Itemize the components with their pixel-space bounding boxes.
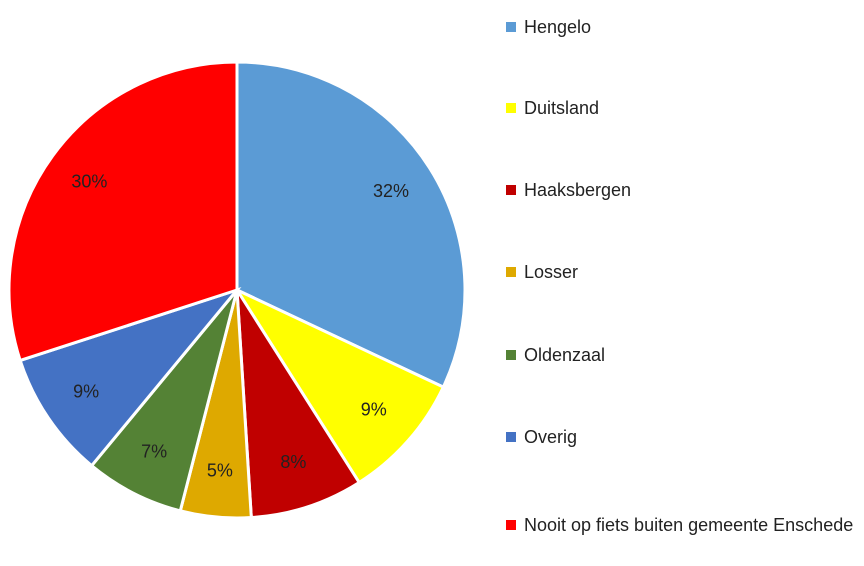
legend-label: Overig: [524, 427, 578, 447]
data-label: 30%: [71, 172, 107, 192]
data-label: 32%: [373, 181, 409, 201]
pie-slice: [18, 286, 242, 468]
pie-slice: [235, 60, 467, 390]
legend-label: Hengelo: [524, 17, 592, 37]
data-label: 8%: [280, 452, 306, 472]
pie-area: 32% 9% 8% 5% 7% 9% 30%: [7, 60, 467, 520]
pie-slice: [7, 60, 239, 363]
legend-item: Hengelo: [506, 14, 864, 40]
legend-swatch: [506, 22, 516, 32]
legend-swatch: [506, 520, 516, 530]
data-label: 9%: [361, 399, 387, 419]
data-label: 9%: [73, 381, 99, 401]
pie-slice: [232, 286, 446, 485]
legend-label: Oldenzaal: [524, 345, 606, 365]
data-label: 7%: [141, 441, 167, 461]
pie-slice: [235, 289, 362, 520]
legend-swatch: [506, 267, 516, 277]
legend-swatch: [506, 103, 516, 113]
legend-item: Duitsland: [506, 95, 864, 121]
legend-swatch: [506, 185, 516, 195]
data-label: 5%: [207, 460, 233, 480]
legend-label: Haaksbergen: [524, 180, 632, 200]
legend-item: Nooit op fiets buiten gemeente Enschede: [506, 512, 864, 538]
legend-item: Oldenzaal: [506, 342, 864, 368]
legend-label: Duitsland: [524, 98, 600, 118]
legend-label: Losser: [524, 262, 579, 282]
legend-item: Overig: [506, 424, 864, 450]
legend-item: Haaksbergen: [506, 177, 864, 203]
legend-swatch: [506, 432, 516, 442]
legend-item: Losser: [506, 259, 864, 285]
legend-label: Nooit op fiets buiten gemeente Enschede: [524, 515, 854, 535]
legend-swatch: [506, 350, 516, 360]
